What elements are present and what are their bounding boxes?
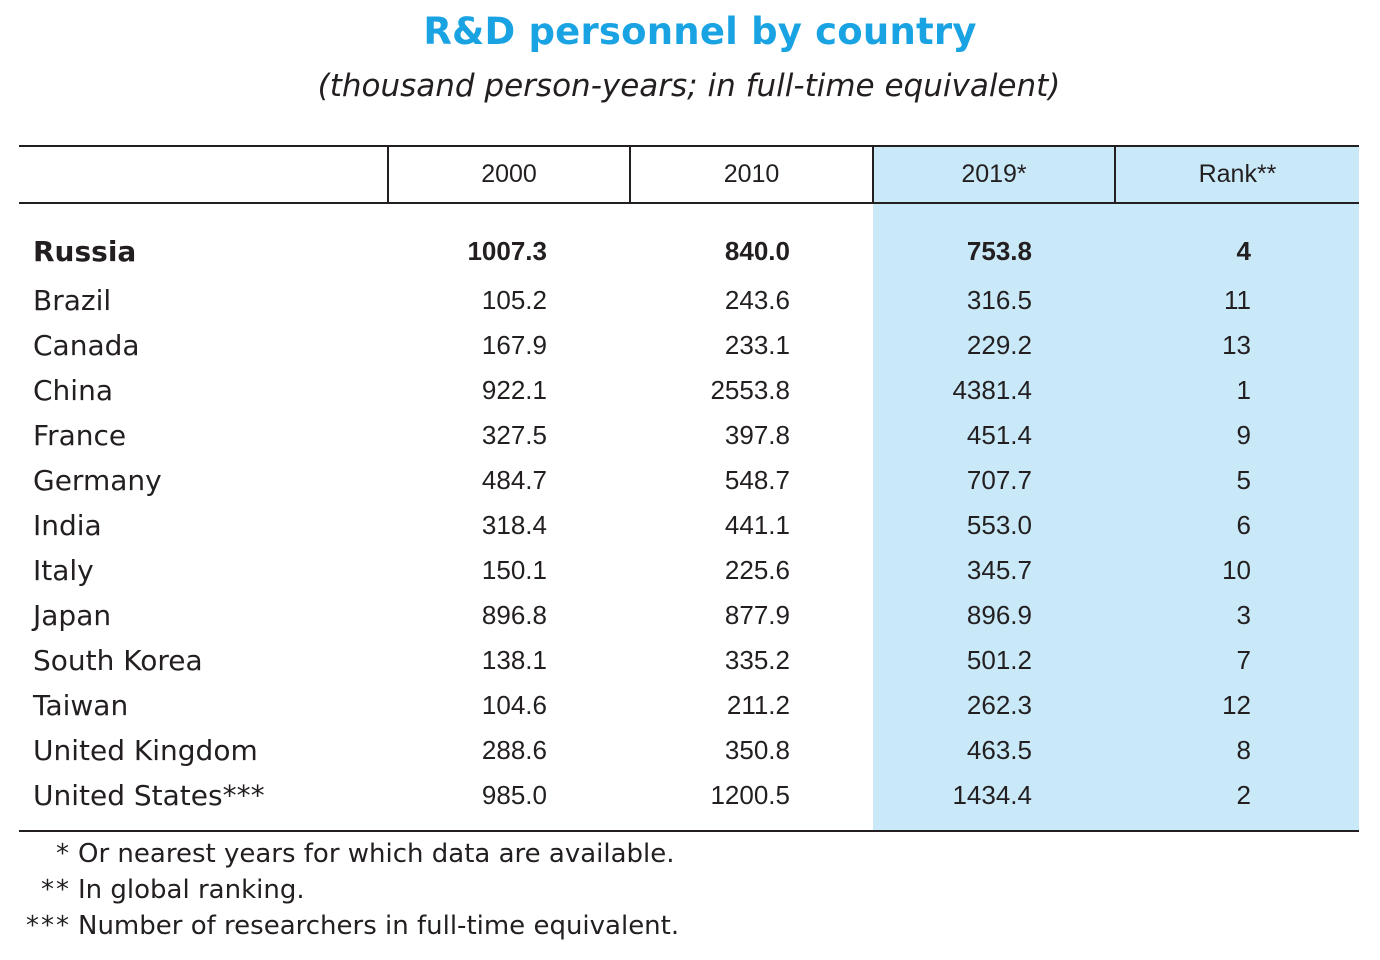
page-title: R&D personnel by country	[423, 10, 977, 53]
cell-rank: 9	[1115, 413, 1359, 458]
cell-country: Japan	[33, 599, 112, 632]
table-row: Russia 1007.3 840.0 753.8 4	[19, 203, 1359, 278]
footnote: * Or nearest years for which data are ava…	[19, 836, 679, 872]
table-row: South Korea 138.1 335.2 501.2 7	[19, 638, 1359, 683]
cell-rank: 4	[1115, 203, 1359, 278]
footnote-mark: *	[56, 839, 71, 869]
header-2019: 2019*	[872, 145, 1115, 204]
cell-2010: 211.2	[726, 690, 790, 720]
cell-rank: 3	[1115, 593, 1359, 638]
header-country	[19, 145, 388, 204]
cell-rank: 8	[1115, 728, 1359, 773]
cell-2000: 484.7	[481, 465, 547, 495]
cell-2000: 985.0	[388, 773, 630, 832]
header-2000: 2000	[387, 145, 630, 204]
table-header-row: 2000 2010 2019* Rank**	[19, 145, 1359, 204]
cell-2000: 150.1	[481, 555, 547, 585]
cell-2000: 138.1	[481, 645, 547, 675]
table-row: Germany 484.7 548.7 707.7 5	[19, 458, 1359, 503]
footnote-text: Number of researchers in full-time equiv…	[78, 911, 680, 941]
table-row: United States*** 985.0 1200.5 1434.4 2	[19, 773, 1359, 832]
cell-country: South Korea	[33, 644, 203, 677]
header-2010: 2010	[629, 145, 873, 204]
cell-rank: 1	[1115, 368, 1359, 413]
cell-rank: 12	[1115, 683, 1359, 728]
footnotes: * Or nearest years for which data are ava…	[19, 836, 679, 944]
cell-2010: 548.7	[724, 465, 790, 495]
cell-2019: 229.2	[873, 323, 1115, 368]
cell-2019: 345.7	[873, 548, 1115, 593]
cell-2019: 707.7	[873, 458, 1115, 503]
cell-country: Germany	[33, 464, 162, 497]
cell-2010: 397.8	[724, 420, 790, 450]
cell-2000: 288.6	[481, 735, 547, 765]
cell-country: United States***	[19, 773, 388, 832]
cell-country: United Kingdom	[33, 734, 258, 767]
cell-2019: 262.3	[873, 683, 1115, 728]
cell-2010: 350.8	[724, 735, 790, 765]
cell-rank: 11	[1115, 278, 1359, 323]
cell-country: Italy	[33, 554, 94, 587]
cell-2019: 451.4	[873, 413, 1115, 458]
cell-2019: 316.5	[873, 278, 1115, 323]
table-row: India 318.4 441.1 553.0 6	[19, 503, 1359, 548]
cell-2000: 922.1	[481, 375, 547, 405]
footnote: ** In global ranking.	[19, 872, 679, 908]
cell-2010: 1200.5	[630, 773, 873, 832]
table-row: Canada 167.9 233.1 229.2 13	[19, 323, 1359, 368]
cell-2000: 318.4	[481, 510, 547, 540]
cell-rank: 5	[1115, 458, 1359, 503]
cell-country: India	[33, 509, 102, 542]
footnote: *** Number of researchers in full-time eq…	[19, 908, 679, 944]
cell-2000: 105.2	[481, 285, 547, 315]
cell-country: France	[33, 419, 127, 452]
table-row: United Kingdom 288.6 350.8 463.5 8	[19, 728, 1359, 773]
cell-country: Canada	[33, 329, 140, 362]
cell-2000: 896.8	[481, 600, 547, 630]
table-row: Italy 150.1 225.6 345.7 10	[19, 548, 1359, 593]
cell-2000: 104.6	[481, 690, 547, 720]
table-row: France 327.5 397.8 451.4 9	[19, 413, 1359, 458]
table-row: Brazil 105.2 243.6 316.5 11	[19, 278, 1359, 323]
cell-2000: 327.5	[481, 420, 547, 450]
cell-country: China	[33, 374, 113, 407]
rd-personnel-table: 2000 2010 2019* Rank** Russia 1007.3 840.0…	[19, 145, 1359, 832]
cell-2019: 896.9	[873, 593, 1115, 638]
footnote-mark: **	[41, 875, 71, 905]
cell-2010: 225.6	[724, 555, 790, 585]
table-row: China 922.1 2553.8 4381.4 1	[19, 368, 1359, 413]
table-row: Taiwan 104.6 211.2 262.3 12	[19, 683, 1359, 728]
cell-2010: 335.2	[724, 645, 790, 675]
cell-rank: 10	[1115, 548, 1359, 593]
cell-2010: 877.9	[724, 600, 790, 630]
cell-2010: 243.6	[724, 285, 790, 315]
cell-2019: 463.5	[873, 728, 1115, 773]
cell-2019: 4381.4	[873, 368, 1115, 413]
cell-rank: 13	[1115, 323, 1359, 368]
cell-rank: 2	[1115, 773, 1359, 832]
footnote-mark: ***	[26, 911, 71, 941]
footnote-text: Or nearest years for which data are avai…	[78, 839, 675, 869]
cell-2000: 167.9	[481, 330, 547, 360]
cell-2010: 2553.8	[710, 375, 790, 405]
table-row: Japan 896.8 877.9 896.9 3	[19, 593, 1359, 638]
header-rank: Rank**	[1114, 145, 1359, 204]
cell-country: Taiwan	[33, 689, 129, 722]
cell-2019: 553.0	[873, 503, 1115, 548]
page-subtitle: (thousand person-years; in full-time equ…	[317, 68, 1061, 104]
cell-country: Russia	[33, 234, 137, 268]
cell-2010: 840.0	[724, 235, 790, 266]
cell-2019: 753.8	[873, 203, 1115, 278]
cell-2010: 233.1	[724, 330, 790, 360]
cell-rank: 6	[1115, 503, 1359, 548]
cell-country: Brazil	[33, 284, 112, 317]
cell-rank: 7	[1115, 638, 1359, 683]
cell-2019: 1434.4	[873, 773, 1115, 832]
cell-2010: 441.1	[724, 510, 790, 540]
cell-2000: 1007.3	[467, 235, 547, 266]
footnote-text: In global ranking.	[78, 875, 305, 905]
cell-2019: 501.2	[873, 638, 1115, 683]
